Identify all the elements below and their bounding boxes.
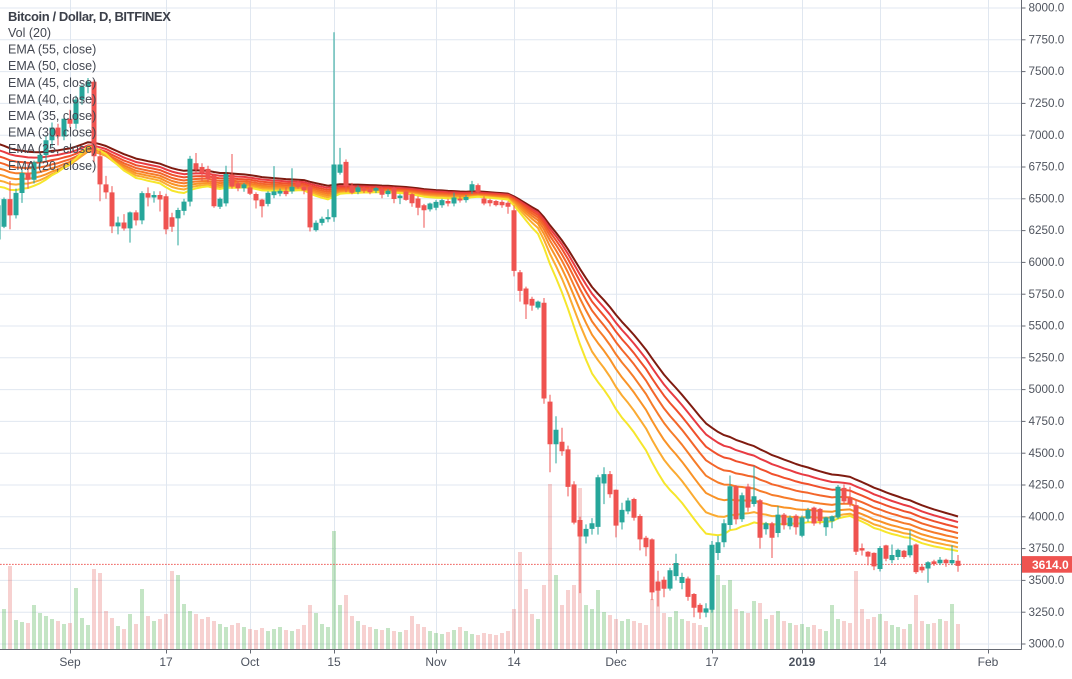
svg-text:6000.0: 6000.0 xyxy=(1029,256,1065,269)
svg-text:7250.0: 7250.0 xyxy=(1029,97,1065,110)
svg-text:Sep: Sep xyxy=(59,655,81,669)
svg-text:4750.0: 4750.0 xyxy=(1029,415,1065,428)
svg-text:Oct: Oct xyxy=(241,655,260,669)
svg-text:EMA (40, close): EMA (40, close) xyxy=(8,92,96,106)
svg-text:4250.0: 4250.0 xyxy=(1029,479,1065,492)
svg-text:EMA (30, close): EMA (30, close) xyxy=(8,126,96,140)
svg-text:3000.0: 3000.0 xyxy=(1029,638,1065,651)
svg-text:6500.0: 6500.0 xyxy=(1029,192,1065,205)
svg-text:2019: 2019 xyxy=(789,655,816,669)
svg-text:EMA (20, close): EMA (20, close) xyxy=(8,159,96,173)
svg-text:Dec: Dec xyxy=(605,655,626,669)
svg-text:7750.0: 7750.0 xyxy=(1029,33,1065,46)
svg-text:3500.0: 3500.0 xyxy=(1029,574,1065,587)
svg-text:Nov: Nov xyxy=(425,655,446,669)
svg-text:4000.0: 4000.0 xyxy=(1029,510,1065,523)
svg-text:14: 14 xyxy=(873,655,887,669)
svg-text:17: 17 xyxy=(705,655,719,669)
svg-text:3614.0: 3614.0 xyxy=(1032,558,1069,572)
svg-text:4500.0: 4500.0 xyxy=(1029,447,1065,460)
svg-text:Vol (20): Vol (20) xyxy=(8,26,51,40)
svg-text:5000.0: 5000.0 xyxy=(1029,383,1065,396)
svg-text:14: 14 xyxy=(507,655,521,669)
svg-text:3750.0: 3750.0 xyxy=(1029,542,1065,555)
svg-text:8000.0: 8000.0 xyxy=(1029,2,1065,15)
svg-text:EMA (35, close): EMA (35, close) xyxy=(8,109,96,123)
svg-text:5750.0: 5750.0 xyxy=(1029,288,1065,301)
svg-text:EMA (25, close): EMA (25, close) xyxy=(8,142,96,156)
svg-text:EMA (45, close): EMA (45, close) xyxy=(8,76,96,90)
svg-text:6250.0: 6250.0 xyxy=(1029,224,1065,237)
svg-text:15: 15 xyxy=(327,655,341,669)
svg-text:EMA (50, close): EMA (50, close) xyxy=(8,59,96,73)
svg-text:7000.0: 7000.0 xyxy=(1029,129,1065,142)
svg-text:Bitcoin / Dollar, D, BITFINEX: Bitcoin / Dollar, D, BITFINEX xyxy=(8,9,171,24)
svg-text:5500.0: 5500.0 xyxy=(1029,320,1065,333)
svg-text:17: 17 xyxy=(159,655,173,669)
svg-text:3250.0: 3250.0 xyxy=(1029,606,1065,619)
svg-text:7500.0: 7500.0 xyxy=(1029,65,1065,78)
svg-text:Feb: Feb xyxy=(978,655,999,669)
svg-text:EMA (55, close): EMA (55, close) xyxy=(8,43,96,57)
svg-text:6750.0: 6750.0 xyxy=(1029,161,1065,174)
svg-text:5250.0: 5250.0 xyxy=(1029,351,1065,364)
